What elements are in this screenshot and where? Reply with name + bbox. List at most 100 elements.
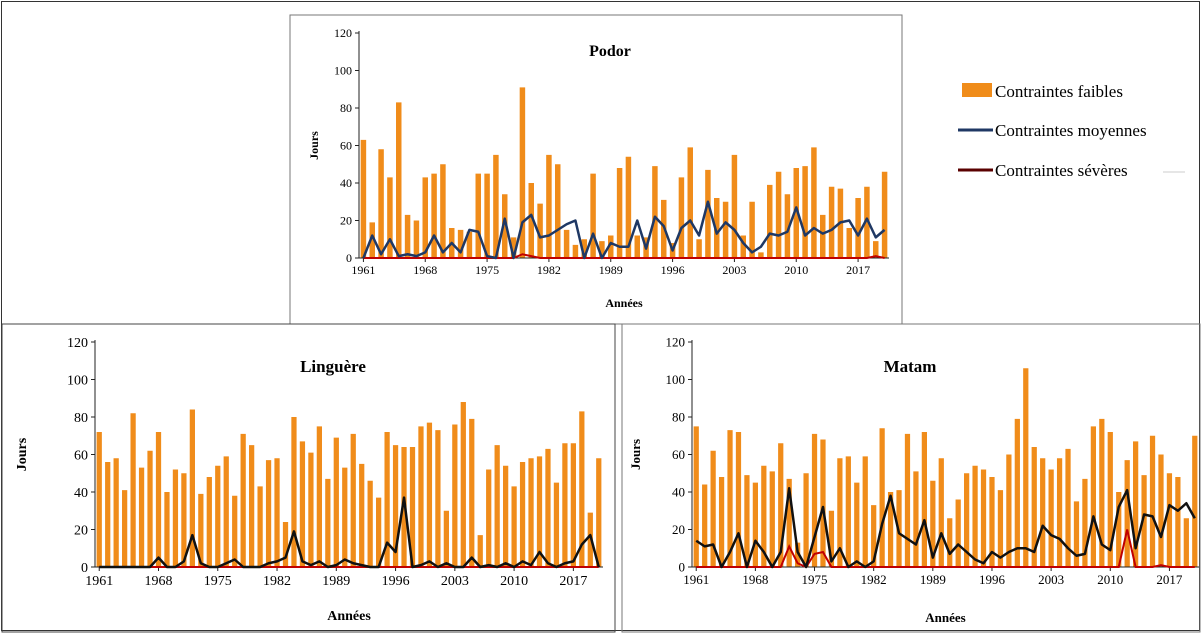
- bar: [493, 154, 499, 259]
- bar: [155, 432, 162, 567]
- bar: [475, 173, 481, 259]
- bar: [705, 169, 711, 259]
- bar: [997, 490, 1004, 568]
- x-tick-label: 2010: [1097, 572, 1123, 587]
- bar: [599, 241, 605, 259]
- bar: [1158, 454, 1164, 567]
- bar: [536, 456, 543, 568]
- bar: [510, 237, 517, 259]
- bar: [232, 495, 238, 567]
- x-axis-label: Années: [605, 296, 643, 310]
- bar: [404, 214, 411, 259]
- bar: [579, 411, 585, 568]
- x-tick-label: 2010: [784, 263, 808, 277]
- bar: [562, 443, 568, 567]
- bar: [1090, 426, 1096, 568]
- bar: [122, 490, 128, 568]
- bar: [367, 480, 373, 567]
- y-tick-label: 40: [672, 485, 685, 500]
- bar: [581, 239, 587, 258]
- y-tick-label: 120: [67, 336, 88, 351]
- bar: [484, 173, 490, 259]
- bar: [105, 462, 111, 567]
- bar: [409, 447, 416, 567]
- y-tick-label: 40: [340, 176, 352, 190]
- bar: [1107, 432, 1113, 567]
- bar: [718, 477, 725, 567]
- bar: [845, 456, 851, 568]
- line-contraintes-moyennes: [99, 496, 600, 569]
- bar: [744, 475, 750, 568]
- bar: [1040, 458, 1046, 567]
- bar: [702, 484, 708, 567]
- bar: [360, 139, 367, 259]
- bar: [477, 535, 483, 568]
- x-tick-label: 1975: [475, 263, 499, 277]
- bar: [452, 424, 458, 567]
- bar: [299, 441, 306, 568]
- bar: [767, 184, 773, 259]
- bar: [678, 177, 685, 259]
- legend-label-moyennes: Contraintes moyennes: [995, 121, 1147, 140]
- bar: [938, 458, 944, 567]
- x-tick-label: 1989: [920, 572, 946, 587]
- y-axis-label: Jours: [15, 437, 30, 471]
- bar: [811, 147, 817, 259]
- bar: [519, 462, 526, 567]
- line-contraintes-moyennes: [695, 487, 1196, 569]
- x-tick-label: 1975: [802, 572, 828, 587]
- bar: [570, 443, 576, 567]
- bar: [1099, 418, 1105, 568]
- bar: [862, 456, 868, 568]
- x-tick-label: 1996: [382, 574, 410, 589]
- bar: [257, 486, 263, 568]
- bar: [887, 492, 894, 567]
- bar: [422, 177, 428, 259]
- bar: [802, 166, 808, 259]
- legend-label-severes: Contraintes sévères: [995, 161, 1128, 180]
- bar: [855, 198, 861, 258]
- bar: [596, 458, 602, 567]
- bar: [820, 214, 826, 259]
- bar: [486, 469, 492, 567]
- y-axis-label: Jours: [628, 439, 643, 470]
- y-tick-label: 40: [74, 486, 88, 501]
- bar: [223, 456, 229, 568]
- bar: [873, 241, 879, 259]
- bar: [727, 430, 733, 568]
- bar: [740, 235, 746, 258]
- bar: [828, 510, 835, 567]
- bar: [1116, 492, 1122, 567]
- bar: [396, 102, 402, 259]
- x-tick-label: 2017: [1156, 572, 1183, 587]
- bar: [775, 171, 782, 258]
- bar: [820, 439, 826, 567]
- bar: [164, 492, 170, 567]
- bar: [369, 222, 375, 259]
- bar: [1082, 478, 1088, 568]
- bar: [147, 450, 153, 567]
- chart-title: Matam: [884, 357, 937, 376]
- bar: [528, 458, 534, 567]
- bar: [282, 522, 289, 567]
- bar: [469, 418, 475, 568]
- line-contraintes-severes: [696, 529, 1195, 569]
- bar: [710, 450, 716, 567]
- bar-series: [693, 368, 1198, 568]
- y-tick-label: 120: [666, 335, 686, 350]
- bar: [784, 194, 791, 258]
- x-tick-label: 1961: [85, 574, 113, 589]
- bar: [616, 168, 623, 258]
- legend-swatch-faibles: [962, 83, 992, 97]
- bar: [590, 173, 596, 259]
- bar: [731, 154, 738, 259]
- bar: [435, 430, 441, 568]
- line-contraintes-moyennes: [362, 200, 886, 260]
- bar: [955, 499, 961, 567]
- bar: [696, 239, 702, 258]
- bar: [413, 220, 420, 258]
- bar: [769, 471, 775, 568]
- x-tick-label: 1989: [322, 574, 350, 589]
